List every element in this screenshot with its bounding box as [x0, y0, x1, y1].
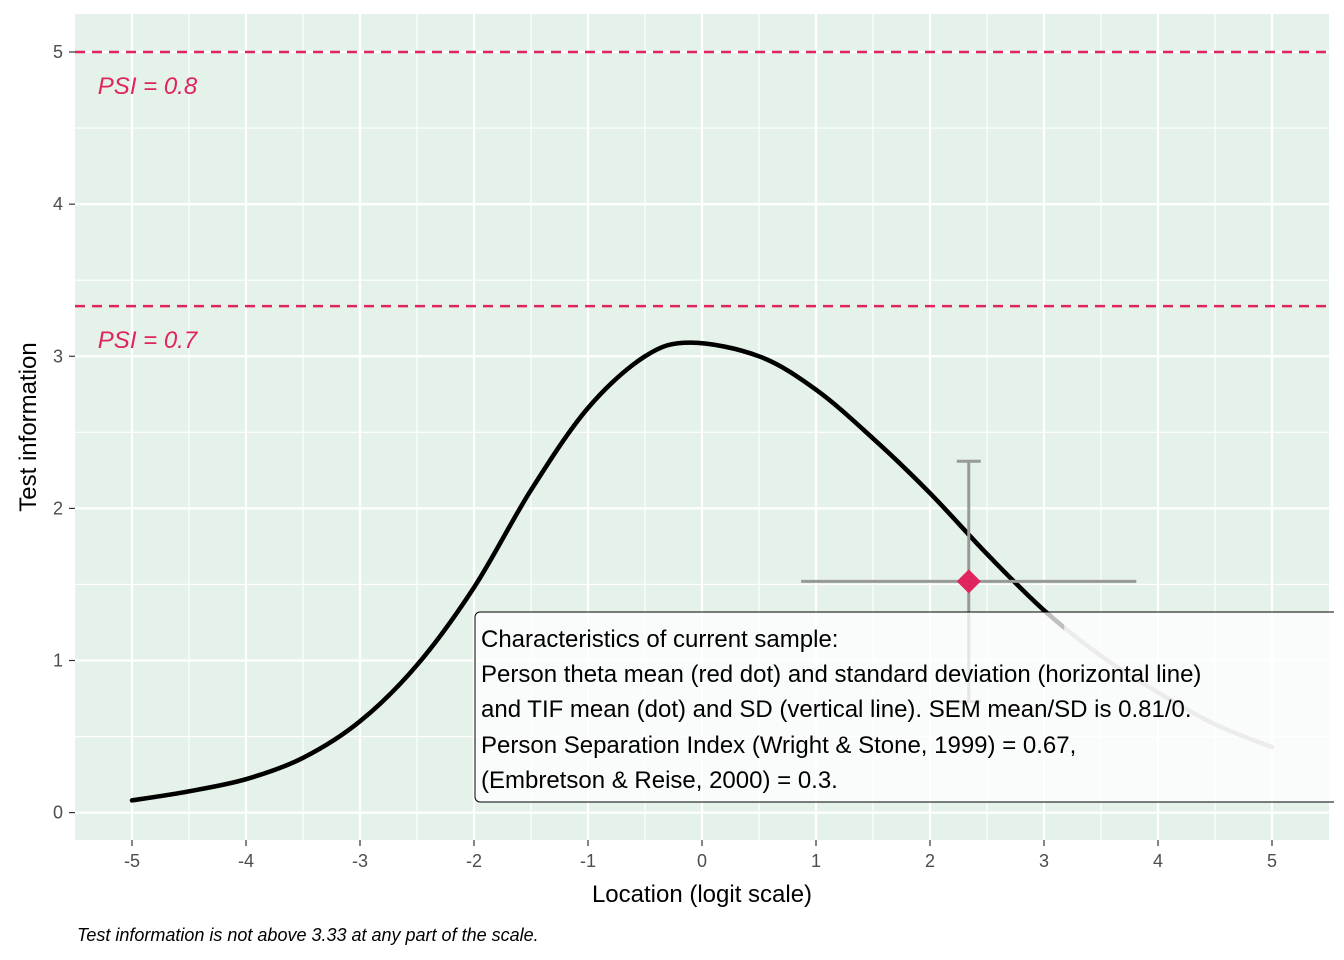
x-tick-label: 4 — [1153, 851, 1163, 871]
sample-annotation: Characteristics of current sample: Perso… — [474, 611, 1334, 803]
x-axis-title: Location (logit scale) — [592, 881, 812, 908]
x-tick-label: -5 — [124, 851, 140, 871]
y-tick-label: 2 — [53, 498, 63, 518]
annotation-box — [474, 611, 1334, 803]
annotation-line-5: (Embretson & Reise, 2000) = 0.3. — [481, 767, 838, 794]
x-tick-label: 0 — [697, 851, 707, 871]
x-tick-label: 2 — [925, 851, 935, 871]
x-tick-label: -1 — [580, 851, 596, 871]
reference-lines: PSI = 0.8 PSI = 0.7 — [75, 50, 1329, 354]
y-axis: 0 1 2 3 4 5 — [53, 42, 75, 823]
reference-line-label: PSI = 0.7 — [98, 327, 199, 354]
annotation-line-4: Person Separation Index (Wright & Stone,… — [481, 732, 1076, 759]
y-tick-label: 1 — [53, 651, 63, 671]
y-tick-label: 3 — [53, 346, 63, 366]
reference-line-label: PSI = 0.8 — [98, 73, 198, 100]
x-tick-label: 3 — [1039, 851, 1049, 871]
annotation-line-1: Characteristics of current sample: — [481, 626, 838, 653]
x-tick-label: 5 — [1267, 851, 1277, 871]
annotation-line-2: Person theta mean (red dot) and standard… — [481, 661, 1201, 688]
sample-mean-point — [956, 569, 981, 594]
caption: Test information is not above 3.33 at an… — [77, 925, 539, 945]
x-tick-label: -3 — [352, 851, 368, 871]
y-axis-title: Test information — [15, 342, 42, 511]
y-tick-label: 0 — [53, 803, 63, 823]
tif-curve-line — [129, 340, 1065, 803]
x-tick-label: -2 — [466, 851, 482, 871]
y-tick-label: 4 — [53, 194, 63, 214]
x-tick-label: 1 — [811, 851, 821, 871]
x-tick-label: -4 — [238, 851, 254, 871]
x-axis: -5 -4 -3 -2 -1 0 1 2 3 4 5 — [124, 840, 1277, 871]
annotation-line-3: and TIF mean (dot) and SD (vertical line… — [481, 696, 1192, 723]
y-tick-label: 5 — [53, 42, 63, 62]
